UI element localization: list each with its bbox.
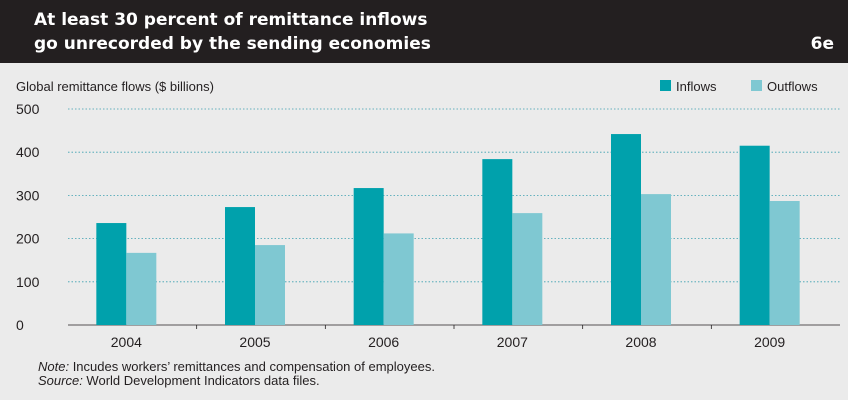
x-tick-label: 2008 [625, 334, 656, 350]
bar-inflows-2008 [611, 134, 641, 325]
source-text: World Development Indicators data files. [82, 373, 320, 388]
y-tick-label: 400 [16, 144, 40, 160]
y-axis-ticks: 0 100 200 300 400 500 [16, 101, 40, 333]
y-tick-label: 500 [16, 101, 40, 117]
legend-swatch-inflows [660, 80, 671, 91]
figure-number: 6e [810, 34, 834, 54]
note-lead: Note: [38, 359, 70, 374]
chart-title: At least 30 percent of remittance inflow… [34, 10, 431, 54]
x-tick-label: 2007 [497, 334, 528, 350]
bar-outflows-2008 [641, 194, 671, 325]
x-axis-ticks: 2004 2005 2006 2007 2008 2009 [111, 325, 785, 350]
remittance-bar-chart: Global remittance flows ($ billions) Inf… [16, 79, 840, 350]
legend-swatch-outflows [751, 80, 762, 91]
gridlines [68, 108, 840, 326]
bar-outflows-2004 [126, 252, 157, 325]
legend-label-inflows: Inflows [676, 79, 717, 94]
x-tick-label: 2009 [754, 334, 785, 350]
y-tick-label: 300 [16, 187, 40, 203]
note-line: Note: Incudes workers’ remittances and c… [38, 360, 435, 374]
chart-header: At least 30 percent of remittance inflow… [0, 0, 848, 63]
bar-inflows-2007 [482, 159, 513, 325]
bar-inflows-2006 [353, 188, 384, 325]
note-text: Incudes workers’ remittances and compens… [69, 359, 435, 374]
legend: Inflows Outflows [660, 79, 818, 94]
bar-inflows-2005 [225, 207, 255, 325]
bars [96, 134, 800, 325]
bar-outflows-2009 [769, 201, 800, 325]
x-tick-label: 2006 [368, 334, 399, 350]
y-axis-label: Global remittance flows ($ billions) [16, 79, 214, 94]
y-tick-label: 200 [16, 231, 40, 247]
bar-inflows-2004 [96, 223, 127, 325]
chart-notes: Note: Incudes workers’ remittances and c… [38, 360, 435, 388]
legend-label-outflows: Outflows [767, 79, 818, 94]
source-line: Source: World Development Indicators dat… [38, 374, 435, 388]
x-tick-label: 2005 [239, 334, 270, 350]
chart-area: Global remittance flows ($ billions) Inf… [0, 63, 848, 400]
bar-inflows-2009 [739, 145, 770, 325]
x-tick-label: 2004 [111, 334, 142, 350]
bar-outflows-2007 [512, 213, 543, 325]
bar-outflows-2006 [383, 233, 414, 325]
source-lead: Source: [38, 373, 83, 388]
y-tick-label: 100 [16, 274, 40, 290]
bar-outflows-2005 [255, 245, 285, 325]
y-tick-label: 0 [16, 317, 24, 333]
